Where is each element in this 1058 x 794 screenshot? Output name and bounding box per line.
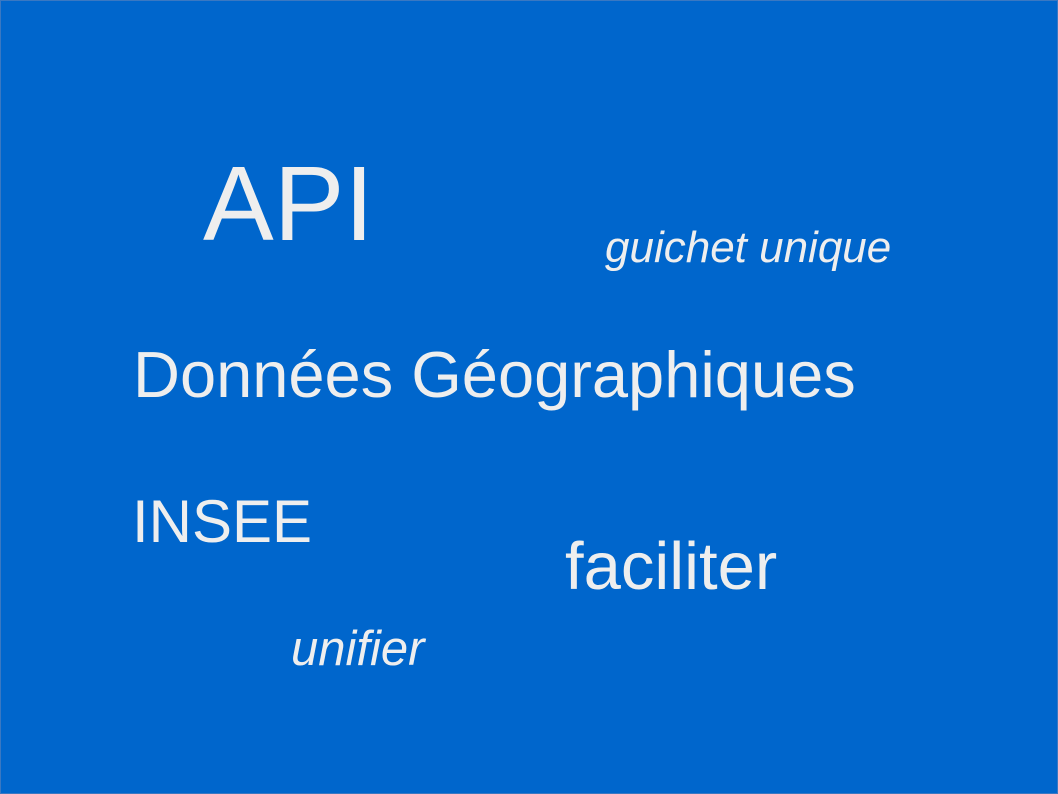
word-api: API bbox=[203, 145, 374, 263]
word-insee: INSEE bbox=[132, 488, 313, 555]
word-faciliter: faciliter bbox=[565, 529, 778, 604]
word-donnees-geographiques: Données Géographiques bbox=[133, 338, 856, 411]
word-guichet-unique: guichet unique bbox=[605, 223, 892, 272]
word-unifier: unifier bbox=[291, 622, 425, 676]
